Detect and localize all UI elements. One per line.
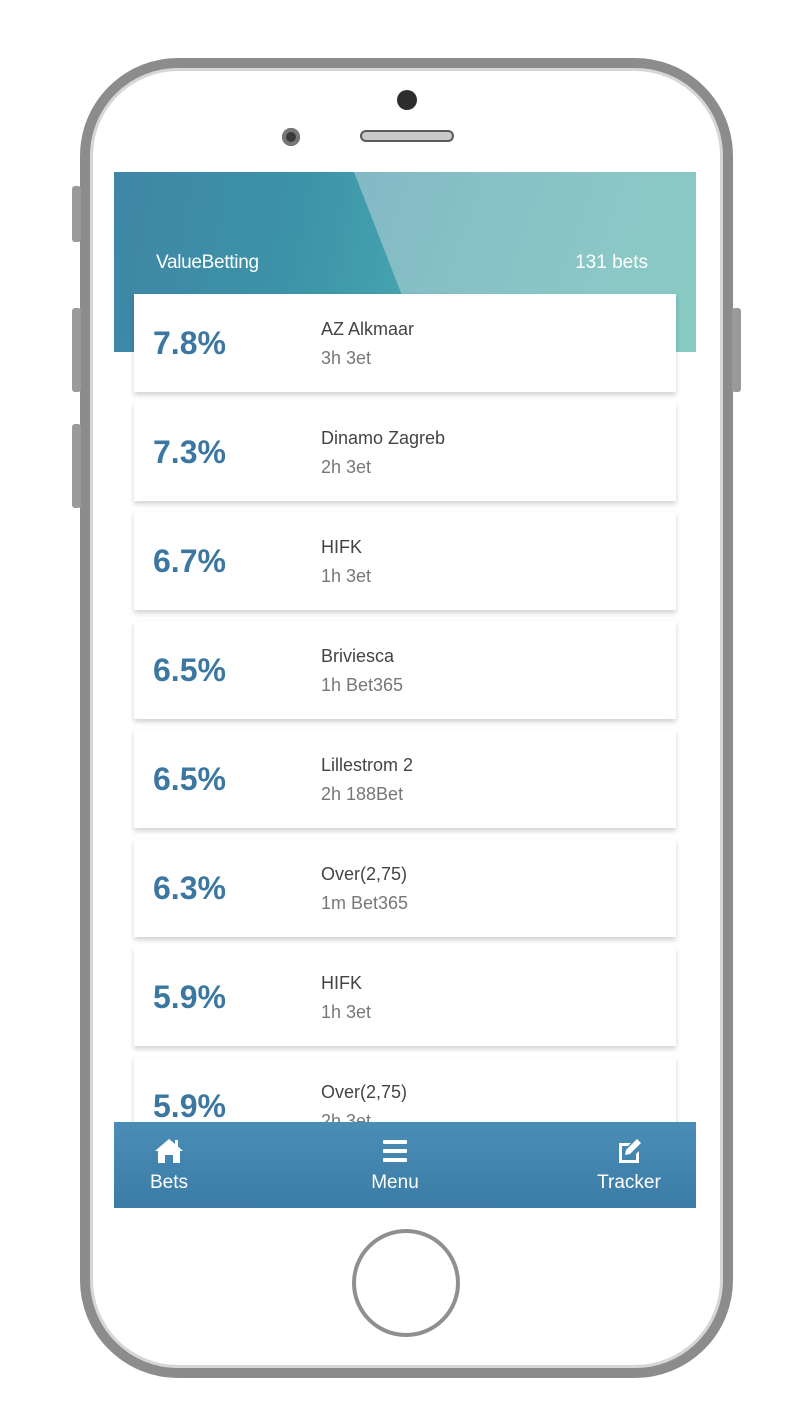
bet-team: Over(2,75) xyxy=(321,864,408,884)
bet-card[interactable]: 6.7% HIFK 1h 3et xyxy=(134,512,676,610)
bet-percent: 6.5% xyxy=(153,761,226,797)
bet-meta: 2h 188Bet xyxy=(321,784,404,804)
phone-camera xyxy=(397,90,417,110)
phone-sensor xyxy=(282,128,300,146)
nav-bets-label: Bets xyxy=(149,1172,189,1193)
bet-meta: 1m Bet365 xyxy=(321,893,409,913)
bet-percent: 7.3% xyxy=(153,434,226,470)
bottom-nav: Bets Menu Tracker xyxy=(114,1122,696,1208)
bet-card[interactable]: 7.8% AZ Alkmaar 3h 3et xyxy=(134,294,676,392)
phone-volume-up-button xyxy=(72,308,81,392)
bets-list: 7.8% AZ Alkmaar 3h 3et 7.3% Dinamo Zagre… xyxy=(134,294,676,1166)
bet-percent: 5.9% xyxy=(153,979,226,1015)
bet-card[interactable]: 7.3% Dinamo Zagreb 2h 3et xyxy=(134,403,676,501)
bet-meta: 1h Bet365 xyxy=(321,675,404,695)
bet-percent: 6.3% xyxy=(153,870,226,906)
phone-speaker xyxy=(360,130,454,142)
phone-home-button[interactable] xyxy=(352,1229,460,1337)
app-title: ValueBetting xyxy=(156,252,259,273)
bet-meta: 1h 3et xyxy=(321,566,372,586)
hamburger-menu-icon xyxy=(383,1140,407,1162)
phone-side-button xyxy=(72,186,81,242)
home-icon xyxy=(155,1139,183,1163)
bet-meta: 2h 3et xyxy=(321,457,372,477)
nav-tracker[interactable]: Tracker xyxy=(574,1136,684,1194)
bet-meta: 1h 3et xyxy=(321,1002,372,1022)
bet-meta: 3h 3et xyxy=(321,348,372,368)
nav-menu-label: Menu xyxy=(371,1172,419,1193)
bet-team: AZ Alkmaar xyxy=(321,319,415,339)
bet-card[interactable]: 6.5% Lillestrom 2 2h 188Bet xyxy=(134,730,676,828)
bet-percent: 6.5% xyxy=(153,652,226,688)
nav-tracker-label: Tracker xyxy=(597,1172,661,1193)
bet-card[interactable]: 5.9% HIFK 1h 3et xyxy=(134,948,676,1046)
bet-team: Dinamo Zagreb xyxy=(321,428,446,448)
bet-percent: 6.7% xyxy=(153,543,226,579)
bet-card[interactable]: 6.3% Over(2,75) 1m Bet365 xyxy=(134,839,676,937)
nav-bets[interactable]: Bets xyxy=(114,1136,224,1194)
bet-percent: 5.9% xyxy=(153,1088,226,1124)
app-screen: ValueBetting 131 bets 7.8% AZ Alkmaar 3h… xyxy=(114,172,696,1208)
phone-volume-down-button xyxy=(72,424,81,508)
phone-power-button xyxy=(732,308,741,392)
bet-percent: 7.8% xyxy=(153,325,226,361)
bets-count: 131 bets xyxy=(575,252,648,273)
edit-icon xyxy=(619,1139,641,1163)
nav-menu[interactable]: Menu xyxy=(340,1136,450,1194)
bet-team: HIFK xyxy=(321,537,363,557)
bet-card[interactable]: 6.5% Briviesca 1h Bet365 xyxy=(134,621,676,719)
bet-team: Lillestrom 2 xyxy=(321,755,414,775)
bet-team: Briviesca xyxy=(321,646,395,666)
bet-team: Over(2,75) xyxy=(321,1082,408,1102)
bet-team: HIFK xyxy=(321,973,363,993)
